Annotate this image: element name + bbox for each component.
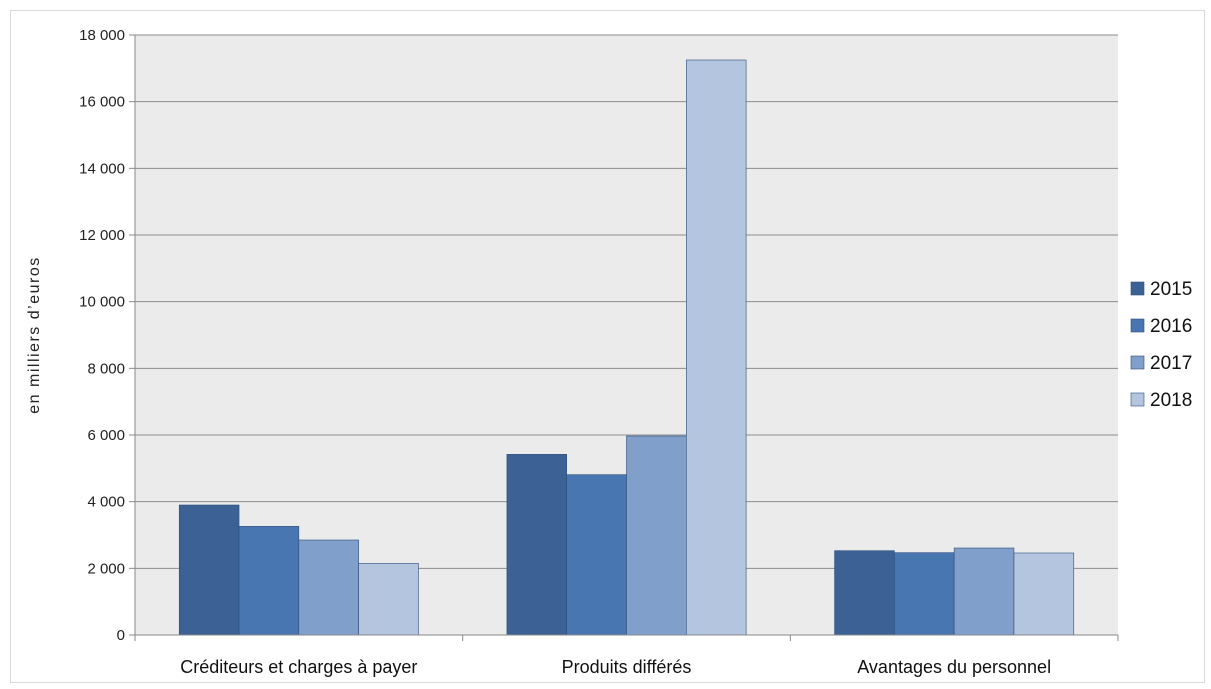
y-tick-label: 2 000 xyxy=(87,560,125,577)
y-tick-label: 18 000 xyxy=(79,27,125,44)
legend-swatch xyxy=(1130,318,1145,333)
category-labels: Créditeurs et charges à payer Produits di… xyxy=(180,657,1051,677)
y-tick-label: 6 000 xyxy=(87,427,125,444)
y-tick-label: 16 000 xyxy=(79,94,125,111)
bar-2015 xyxy=(834,550,895,636)
category-label: Produits différés xyxy=(562,657,692,677)
y-tick-label: 8 000 xyxy=(87,360,125,377)
bar-2016 xyxy=(238,526,300,636)
y-tick-label: 12 000 xyxy=(79,227,125,244)
legend-swatch xyxy=(1130,281,1145,296)
category-label: Créditeurs et charges à payer xyxy=(180,657,417,677)
axes xyxy=(129,34,1119,641)
y-tick-label: 4 000 xyxy=(87,494,125,511)
legend-label: 2016 xyxy=(1150,316,1192,337)
y-tick-labels: 0 2 000 4 000 6 000 8 000 10 000 12 000 14 000 1… xyxy=(79,27,125,644)
bars xyxy=(178,59,1075,636)
legend-swatch xyxy=(1130,355,1145,370)
bar-2018 xyxy=(358,563,419,636)
bar-2017 xyxy=(298,539,359,636)
bar-2016 xyxy=(566,474,627,636)
y-axis-label: en milliers d’euros xyxy=(26,256,43,413)
category-label: Avantages du personnel xyxy=(857,657,1051,677)
bar-2017 xyxy=(953,547,1015,636)
legend-item: 2015 xyxy=(1130,279,1192,300)
bar-2015 xyxy=(178,504,240,636)
y-tick-label: 0 xyxy=(117,627,125,644)
y-tick-label: 10 000 xyxy=(79,294,125,311)
legend: 2015 2016 2017 2018 xyxy=(1130,279,1192,411)
legend-label: 2018 xyxy=(1150,390,1192,411)
bar-2017 xyxy=(626,435,687,636)
legend-item: 2016 xyxy=(1130,316,1192,337)
y-tick-label: 14 000 xyxy=(79,160,125,177)
legend-label: 2015 xyxy=(1150,279,1192,300)
legend-label: 2017 xyxy=(1150,353,1192,374)
bar-2015 xyxy=(506,454,568,636)
chart-frame xyxy=(10,10,1205,683)
legend-swatch xyxy=(1130,392,1145,407)
legend-item: 2018 xyxy=(1130,390,1192,411)
bar-2018 xyxy=(685,59,747,636)
bar-2016 xyxy=(894,552,955,636)
bar-2018 xyxy=(1013,552,1075,636)
legend-item: 2017 xyxy=(1130,353,1192,374)
